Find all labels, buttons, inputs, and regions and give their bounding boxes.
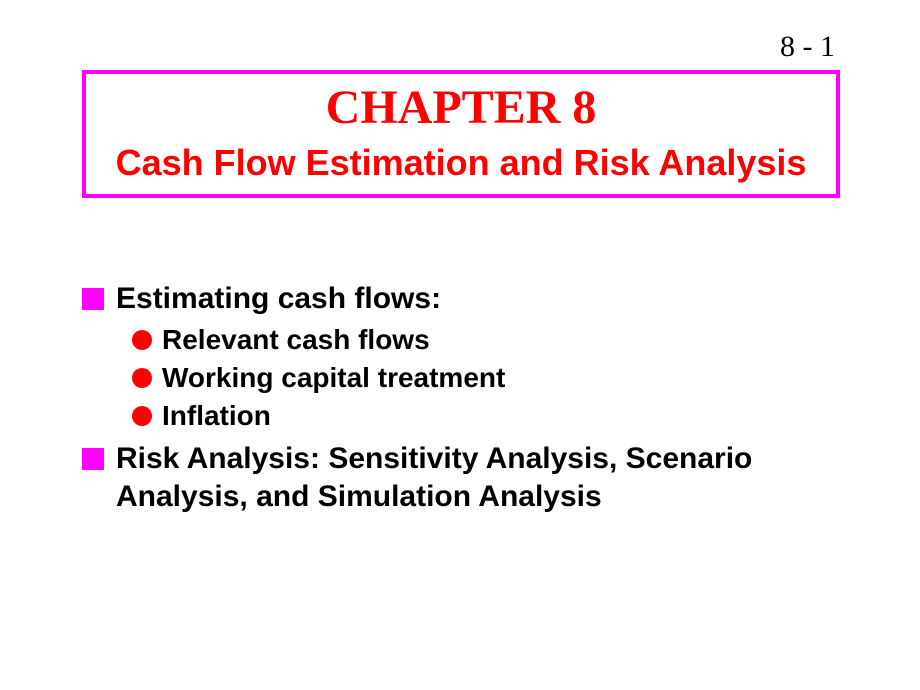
sub-list-item: Inflation	[132, 398, 852, 434]
sub-list-item: Relevant cash flows	[132, 322, 852, 358]
page-number: 8 - 1	[780, 30, 835, 64]
chapter-title-box: CHAPTER 8 Cash Flow Estimation and Risk …	[82, 70, 840, 198]
list-item-text: Risk Analysis: Sensitivity Analysis, Sce…	[116, 440, 852, 517]
circle-bullet-icon	[132, 330, 152, 350]
sub-list-item-text: Relevant cash flows	[162, 322, 430, 358]
chapter-title: Cash Flow Estimation and Risk Analysis	[106, 141, 816, 184]
list-item: Risk Analysis: Sensitivity Analysis, Sce…	[82, 440, 852, 517]
slide-content: Estimating cash flows: Relevant cash flo…	[82, 280, 852, 521]
chapter-number: CHAPTER 8	[106, 82, 816, 135]
square-bullet-icon	[82, 448, 104, 470]
circle-bullet-icon	[132, 368, 152, 388]
list-item-text: Estimating cash flows:	[116, 280, 441, 318]
sub-list-item: Working capital treatment	[132, 360, 852, 396]
sub-list-item-text: Working capital treatment	[162, 360, 505, 396]
sub-list: Relevant cash flows Working capital trea…	[132, 322, 852, 433]
sub-list-item-text: Inflation	[162, 398, 271, 434]
list-item: Estimating cash flows:	[82, 280, 852, 318]
circle-bullet-icon	[132, 406, 152, 426]
square-bullet-icon	[82, 288, 104, 310]
